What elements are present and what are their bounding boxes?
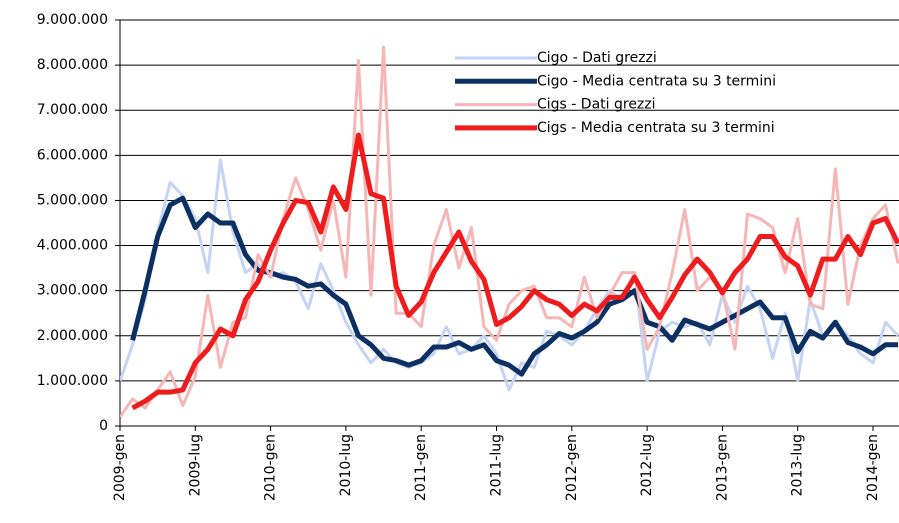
x-tick-label: 2011-gen [413,434,429,501]
legend-label: Cigo - Dati grezzi [537,50,657,66]
series-line [130,195,899,377]
legend-label: Cigs - Dati grezzi [537,97,656,113]
x-tick-label: 2011-lug [489,434,505,496]
y-tick-label: 7.000.000 [37,102,108,118]
y-tick-label: 1.000.000 [37,373,108,389]
y-tick-label: 6.000.000 [37,147,108,163]
y-tick-label: 5.000.000 [37,192,108,208]
y-tick-label: 2.000.000 [37,328,108,344]
legend-label: Cigs - Media centrata su 3 termini [537,120,775,136]
x-tick-label: 2009-gen [112,434,128,501]
legend-label: Cigo - Media centrata su 3 termini [537,73,776,89]
x-tick-label: 2013-lug [790,434,806,496]
x-tick-label: 2009-lug [187,434,203,496]
x-tick-label: 2010-lug [338,434,354,496]
x-tick-label: 2012-lug [639,434,655,496]
y-tick-label: 9.000.000 [37,12,108,28]
x-tick-label: 2013-gen [714,434,730,501]
series-line [131,132,899,411]
x-tick-label: 2012-gen [564,434,580,501]
y-tick-label: 0 [99,418,108,434]
y-tick-label: 3.000.000 [37,283,108,299]
x-tick-label: 2014-gen [865,434,881,501]
y-tick-label: 4.000.000 [37,238,108,254]
series-line [120,158,899,392]
y-tick-label: 8.000.000 [37,57,108,73]
x-tick-label: 2010-gen [263,434,279,501]
